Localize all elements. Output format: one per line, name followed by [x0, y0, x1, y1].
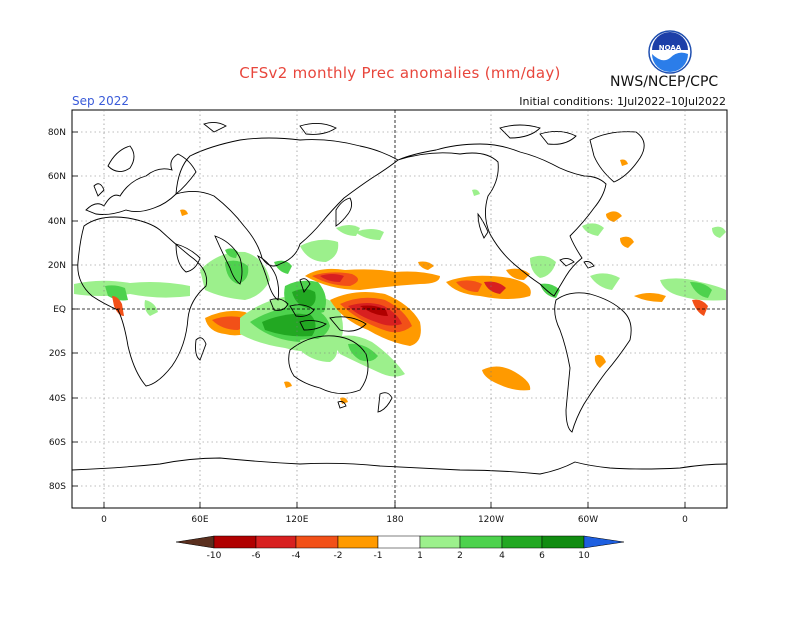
lon-label: 120W [478, 515, 504, 525]
noaa-logo-icon: NOAA [648, 30, 692, 74]
colorbar-swatch [337, 535, 379, 549]
lat-label: 20S [49, 349, 66, 359]
colorbar-arrow-low [175, 535, 215, 549]
lat-label: 60N [48, 172, 66, 182]
colorbar-swatch [295, 535, 339, 549]
precip-anomaly-shading [74, 159, 726, 404]
page-title: CFSv2 monthly Prec anomalies (mm/day) [239, 64, 561, 82]
lat-label: EQ [53, 305, 66, 315]
colorbar-swatch [377, 535, 421, 549]
longitude-labels: 0 60E 120E 180 120W 60W 0 [101, 515, 688, 525]
frame-ticks [72, 131, 686, 508]
lat-label: 80N [48, 128, 66, 138]
colorbar-swatch [541, 535, 585, 549]
colorbar-swatch [419, 535, 461, 549]
lat-label: 60S [49, 438, 66, 448]
lat-label: 20N [48, 261, 66, 271]
svg-text:NOAA: NOAA [659, 44, 682, 52]
colorbar-label: -2 [334, 551, 343, 561]
colorbar-swatch [501, 535, 543, 549]
colorbar-swatch [459, 535, 503, 549]
colorbar-arrow-high [583, 535, 625, 549]
colorbar-label: 2 [457, 551, 463, 561]
colorbar-labels: -10 -6 -4 -2 -1 1 2 4 6 10 [207, 551, 590, 561]
forecast-month: Sep 2022 [72, 94, 129, 108]
latitude-labels: 80N 60N 40N 20N EQ 20S 40S 60S 80S [48, 128, 66, 492]
lon-label: 60W [578, 515, 598, 525]
colorbar-label: -1 [374, 551, 383, 561]
colorbar-swatch [255, 535, 297, 549]
coastlines [72, 121, 727, 475]
lat-label: 80S [49, 482, 66, 492]
agency-label: NWS/NCEP/CPC [610, 74, 719, 90]
colorbar-label: 4 [499, 551, 505, 561]
lon-label: 180 [386, 515, 403, 525]
lat-label: 40N [48, 217, 66, 227]
colorbar-label: -6 [252, 551, 261, 561]
colorbar-label: 6 [539, 551, 545, 561]
lon-label: 60E [191, 515, 208, 525]
lat-label: 40S [49, 394, 66, 404]
lon-label: 120E [286, 515, 309, 525]
colorbar [175, 535, 625, 549]
colorbar-label: -10 [207, 551, 222, 561]
lon-label: 0 [101, 515, 107, 525]
colorbar-label: -4 [292, 551, 301, 561]
colorbar-swatch [213, 535, 257, 549]
initial-conditions: Initial conditions: 1Jul2022–10Jul2022 [519, 95, 726, 108]
lon-label: 0 [682, 515, 688, 525]
colorbar-label: 1 [417, 551, 423, 561]
colorbar-label: 10 [578, 551, 590, 561]
